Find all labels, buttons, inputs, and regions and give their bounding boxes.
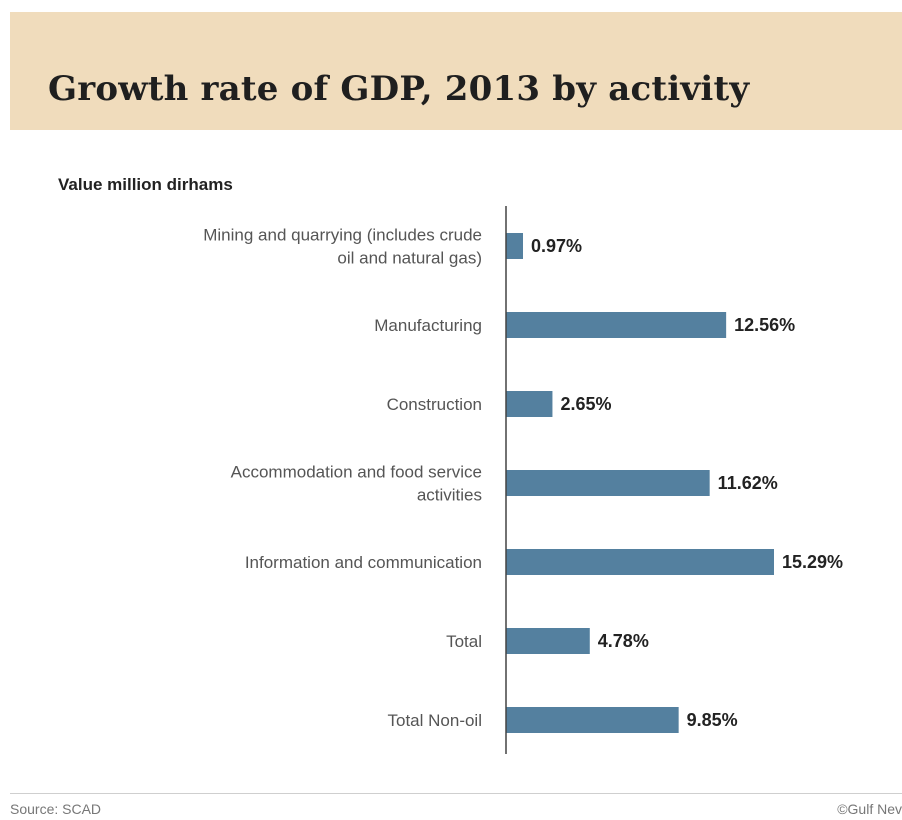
bar [506,233,524,259]
category-label: Manufacturing [374,316,482,335]
chart-subtitle: Value million dirhams [58,175,233,194]
bar [506,549,774,575]
bar [506,312,727,338]
category-label: Information and communication [245,553,482,572]
category-label: Accommodation and food service activities [231,463,482,505]
chart-title: Growth rate of GDP, 2013 by activity [48,69,750,109]
credit-note: ©Gulf Nev [837,801,902,817]
value-label: 11.62% [718,473,778,493]
source-note: Source: SCAD [10,801,102,817]
bar-chart: 0.97% Mining and quarrying (includes crud… [203,206,843,754]
value-label: 15.29% [782,552,843,572]
footer-divider [10,793,902,794]
title-band [10,12,902,130]
bar [506,391,553,417]
category-label: Mining and quarrying (includes crude oil … [203,226,482,268]
category-label: Total [446,632,482,651]
value-label: 12.56% [734,315,795,335]
bar [506,628,590,654]
category-label: Construction [387,395,482,414]
bar [506,470,710,496]
value-label: 0.97% [531,236,582,256]
value-label: 4.78% [598,631,649,651]
category-label: Total Non-oil [388,711,483,730]
value-label: 9.85% [687,710,738,730]
value-label: 2.65% [560,394,611,414]
bar [506,707,679,733]
